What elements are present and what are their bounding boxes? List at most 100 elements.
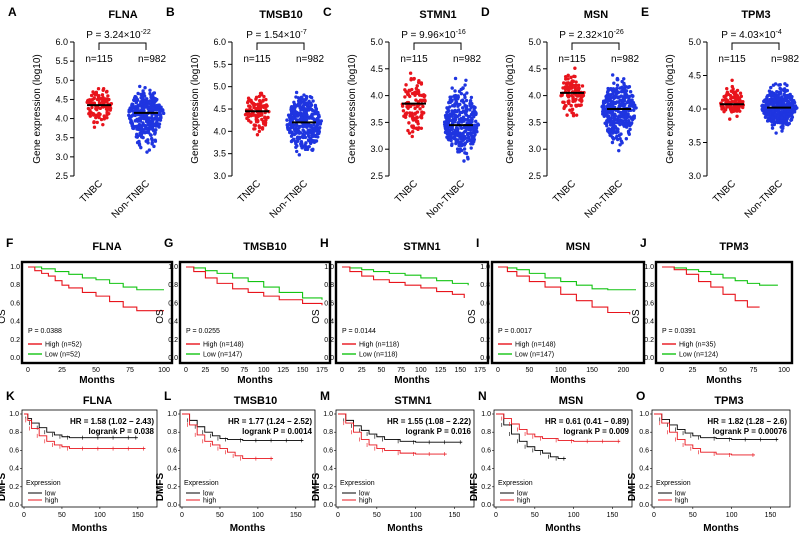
x-axis-label: Months xyxy=(550,375,586,386)
panel-letter: G xyxy=(164,236,173,250)
data-point xyxy=(452,130,456,134)
data-point xyxy=(94,92,99,96)
legend-label: High (n=148) xyxy=(203,342,244,349)
x-tick-label: 0 xyxy=(652,512,656,519)
data-point xyxy=(304,96,309,101)
x-tick-label: 100 xyxy=(568,512,580,519)
y-tick-label: 6.0 xyxy=(213,37,226,47)
y-tick-label: 2.5 xyxy=(370,171,383,181)
data-point xyxy=(248,105,252,109)
panel-frame xyxy=(334,260,490,365)
data-point xyxy=(446,107,450,112)
data-point xyxy=(317,129,321,134)
n-label-tnbc: n=115 xyxy=(243,54,271,65)
data-point xyxy=(624,122,628,126)
y-tick-label: 0.2 xyxy=(639,484,649,491)
data-point xyxy=(458,110,462,115)
data-point xyxy=(266,115,270,120)
logrank-label: logrank P = 0.016 xyxy=(406,427,472,436)
x-tick-label: 75 xyxy=(240,367,248,374)
data-point xyxy=(403,95,407,99)
data-point xyxy=(409,77,413,81)
data-point xyxy=(735,114,739,118)
n-label-tnbc: n=115 xyxy=(718,54,746,65)
x-tick-label: 150 xyxy=(297,367,309,374)
y-tick-label: 0.2 xyxy=(644,337,654,344)
data-point xyxy=(468,114,472,119)
x-axis-label: Months xyxy=(237,375,273,386)
data-point xyxy=(288,121,292,125)
data-point xyxy=(90,105,94,110)
data-point xyxy=(733,100,738,105)
y-tick-label: 1.0 xyxy=(480,264,490,271)
y-tick-label: 0.0 xyxy=(480,355,490,362)
data-point xyxy=(138,103,142,107)
legend-title: Expression xyxy=(184,480,219,487)
y-tick-label: 5.5 xyxy=(213,59,226,69)
data-point xyxy=(615,128,619,132)
n-label-tnbc: n=115 xyxy=(400,54,428,65)
data-point xyxy=(297,118,302,123)
data-point xyxy=(568,81,572,86)
data-point xyxy=(621,115,625,119)
data-point xyxy=(613,118,618,122)
data-point xyxy=(413,93,417,97)
data-point xyxy=(292,127,297,132)
y-tick-label: 0.0 xyxy=(323,502,333,509)
data-point xyxy=(248,98,252,103)
data-point xyxy=(146,138,150,142)
data-point xyxy=(453,95,457,99)
data-point xyxy=(457,143,461,148)
data-point xyxy=(448,131,452,135)
data-point xyxy=(630,117,635,122)
data-point xyxy=(462,100,466,105)
panel-title: FLNA xyxy=(92,241,121,253)
data-point xyxy=(289,134,294,138)
y-axis-label: Gene expression (log10) xyxy=(190,54,201,164)
data-point xyxy=(455,128,459,132)
data-point xyxy=(455,147,460,151)
p-exponent: -22 xyxy=(141,29,151,36)
y-tick-label: 4.0 xyxy=(370,91,383,101)
data-point xyxy=(309,114,314,118)
legend-label: high xyxy=(45,498,58,505)
data-point xyxy=(310,108,315,113)
data-point xyxy=(471,113,475,117)
legend-label: high xyxy=(359,498,372,505)
data-point xyxy=(246,111,251,115)
x-tick-label: 100 xyxy=(778,367,790,374)
data-point xyxy=(256,119,260,123)
data-point xyxy=(141,89,145,93)
y-tick-label: 5.0 xyxy=(55,75,68,85)
data-point xyxy=(146,99,150,104)
data-point xyxy=(785,103,789,108)
y-tick-label: 0.4 xyxy=(323,466,333,473)
data-point xyxy=(630,94,635,98)
data-point xyxy=(414,98,418,102)
panel-letter: D xyxy=(481,5,490,19)
data-point xyxy=(625,115,630,120)
data-point xyxy=(285,118,289,122)
data-point xyxy=(783,98,787,103)
data-point xyxy=(416,80,421,85)
data-point xyxy=(313,133,318,138)
data-point xyxy=(621,122,625,127)
data-point xyxy=(408,94,412,99)
panel-title: STMN1 xyxy=(403,241,440,253)
x-tick-label: 200 xyxy=(618,367,630,374)
y-axis-label: DMFS xyxy=(155,473,166,502)
data-point xyxy=(300,96,304,100)
data-point xyxy=(792,99,796,103)
data-point xyxy=(769,85,773,90)
data-point xyxy=(453,102,457,106)
y-tick-label: 0.8 xyxy=(168,282,178,289)
data-point xyxy=(408,71,413,75)
y-tick-label: 2.5 xyxy=(55,171,68,181)
data-point xyxy=(89,93,94,98)
data-point xyxy=(612,95,617,100)
y-tick-label: 2.5 xyxy=(528,171,541,181)
y-axis-label: OS xyxy=(0,309,8,324)
y-tick-label: 3.0 xyxy=(688,171,701,181)
x-axis-label: Months xyxy=(703,523,739,534)
x-tick-label: 150 xyxy=(607,512,619,519)
